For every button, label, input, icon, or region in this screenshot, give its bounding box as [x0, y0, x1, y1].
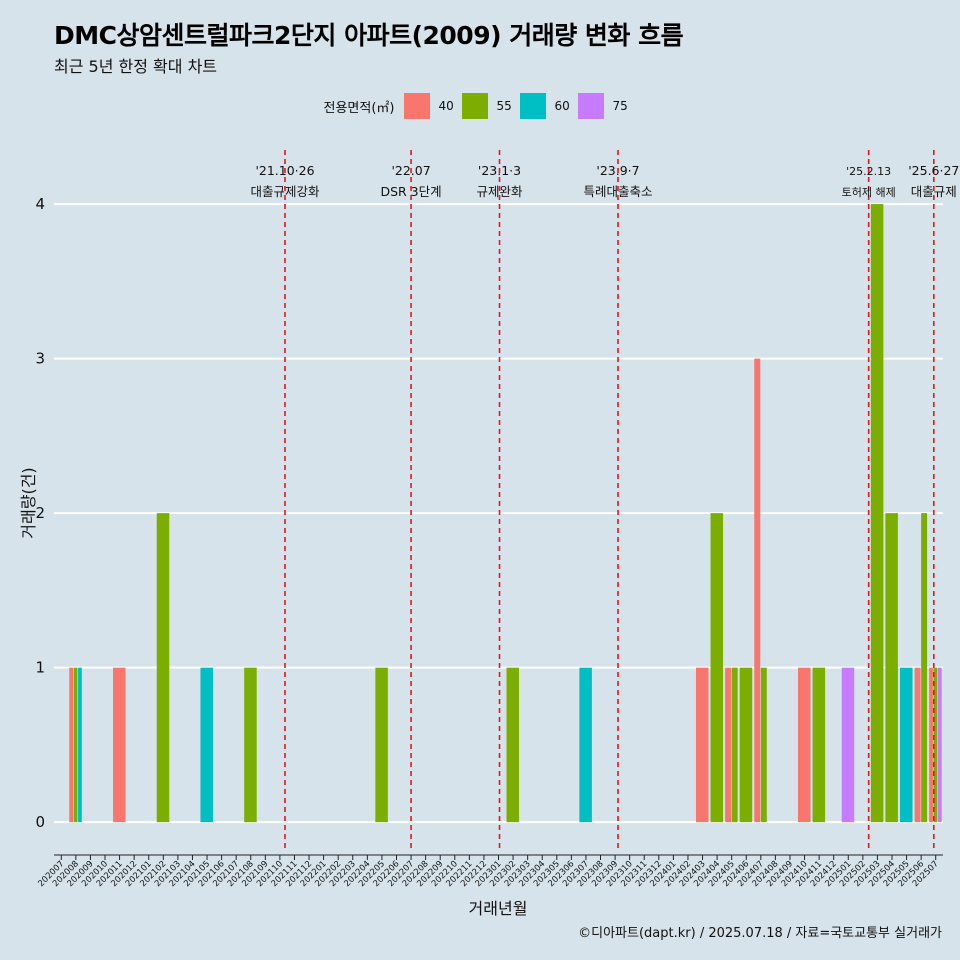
bar-60-202307 — [579, 667, 592, 823]
bar-40-202407 — [754, 358, 761, 823]
bar-40-202410 — [797, 667, 811, 823]
legend-label-55: 55 — [496, 99, 512, 113]
bar-55-202504 — [885, 513, 898, 823]
source-caption: ©디아파트(dapt.kr) / 2025.07.18 / 자료=국토교통부 실… — [578, 926, 942, 941]
bar-40-202506 — [914, 667, 921, 823]
legend-label-60: 60 — [554, 99, 570, 113]
legend-label-40: 40 — [438, 99, 454, 113]
bar-55-202507 — [933, 667, 938, 823]
bar-55-202008 — [73, 667, 78, 823]
bar-40-202008 — [69, 667, 74, 823]
event-name-label: 특례대출축소 — [583, 184, 652, 199]
legend-key-60 — [520, 93, 547, 119]
bar-60-202008 — [78, 667, 82, 823]
chart-title: DMC상암센트럴파크2단지 아파트(2009) 거래량 변화 흐름 — [54, 21, 684, 50]
event-date-label: '21.10·26 — [255, 163, 314, 178]
legend-item-60: 60 — [520, 93, 570, 119]
event-date-label: '23.9·7 — [596, 163, 639, 178]
bar-55-202404 — [710, 513, 724, 823]
bar-40-202405 — [725, 667, 732, 823]
bar-60-202505 — [900, 667, 913, 823]
bar-60-202105 — [200, 667, 213, 823]
event-name-label: 규제완화 — [477, 184, 524, 199]
bar-55-202108 — [244, 667, 257, 823]
legend-key-55 — [462, 93, 489, 119]
event-name-label: 대출규제강화 — [250, 184, 320, 199]
bar-55-202407 — [760, 667, 767, 823]
event-layer: '21.10·26 대출규제강화 '22.07 DSR 3단계 '23.1·3 규제완화 '… — [250, 150, 959, 850]
legend: 전용면적(㎡) 40 55 60 75 — [0, 93, 960, 119]
y-tick-label: 1 — [35, 659, 45, 677]
bar-40-202403 — [695, 667, 709, 823]
legend-item-55: 55 — [462, 93, 512, 119]
y-axis-title: 거래량(건) — [19, 467, 38, 538]
event-date-label: '25.6·27 — [908, 163, 959, 178]
bar-55-202405 — [731, 667, 738, 823]
bar-55-202205 — [375, 667, 388, 823]
bar-55-202102 — [156, 513, 170, 823]
bar-55-202506 — [921, 513, 928, 823]
legend-item-40: 40 — [404, 93, 454, 119]
bar-55-202302 — [506, 667, 520, 823]
bar-55-202406 — [739, 667, 753, 823]
event-name-label: 토허제 해제 — [842, 185, 896, 199]
x-axis-title: 거래년월 — [469, 899, 528, 918]
bar-55-202503 — [870, 204, 884, 823]
legend-key-40 — [404, 93, 431, 119]
bar-layer — [69, 204, 942, 823]
y-tick-label: 3 — [35, 350, 45, 368]
legend-item-75: 75 — [578, 93, 628, 119]
legend-label-75: 75 — [612, 99, 628, 113]
legend-key-75 — [578, 93, 605, 119]
bar-40-202507 — [929, 667, 933, 823]
y-tick-label: 0 — [35, 813, 45, 831]
event-date-label: '22.07 — [391, 163, 430, 178]
event-name-label: 대출규제 — [911, 184, 957, 199]
event-date-label: '23.1·3 — [478, 163, 521, 178]
chart-subtitle: 최근 5년 한정 확대 차트 — [54, 57, 218, 76]
y-tick-label: 4 — [35, 195, 45, 213]
bar-40-202011 — [113, 667, 126, 823]
y-tick-label: 2 — [35, 504, 45, 522]
legend-title: 전용면적(㎡) — [323, 100, 395, 116]
event-date-label: '25.2.13 — [846, 165, 891, 178]
bar-75-202501 — [841, 667, 855, 823]
bar-75-202507 — [937, 667, 942, 823]
bar-55-202411 — [812, 667, 826, 823]
event-name-label: DSR 3단계 — [380, 184, 441, 199]
